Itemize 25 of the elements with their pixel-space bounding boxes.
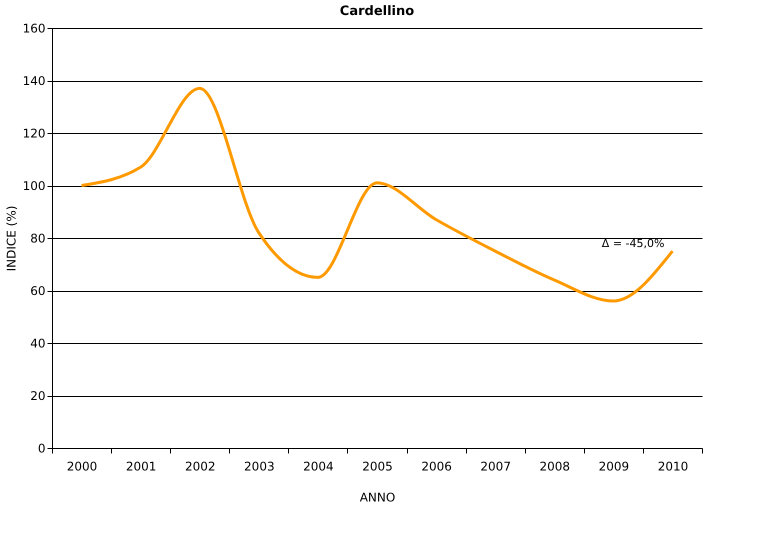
y-tick-label: 0 [38,442,46,456]
x-tick-label: 2003 [244,460,275,474]
y-tick-label: 80 [30,232,46,246]
x-tick-label: 2008 [540,460,570,474]
x-tick-label: 2004 [303,460,334,474]
y-tick-label: 120 [22,126,46,140]
x-tick-label: 2010 [658,460,688,474]
x-tick-label: 2000 [66,460,98,474]
chart-title: Cardellino [340,4,414,19]
x-tick-label: 2007 [480,460,511,474]
y-tick-label: 160 [22,22,46,36]
y-tick-label: 100 [22,179,46,193]
x-tick-label: 2002 [184,460,216,474]
annotation: Δ = -45,0% [602,237,664,250]
y-tick-label: 140 [22,74,46,88]
x-axis-title: ANNO [360,490,396,504]
line-series [80,86,674,302]
x-tick-label: 2009 [598,460,630,474]
x-tick-label: 2005 [362,460,393,474]
x-tick-label: 2006 [421,460,452,474]
x-tick-label: 2001 [126,460,156,474]
y-tick-label: 20 [30,389,46,403]
y-tick-label: 60 [30,284,46,298]
y-tick-label: 40 [30,336,46,350]
y-axis-title: INDICE (%) [4,206,19,272]
